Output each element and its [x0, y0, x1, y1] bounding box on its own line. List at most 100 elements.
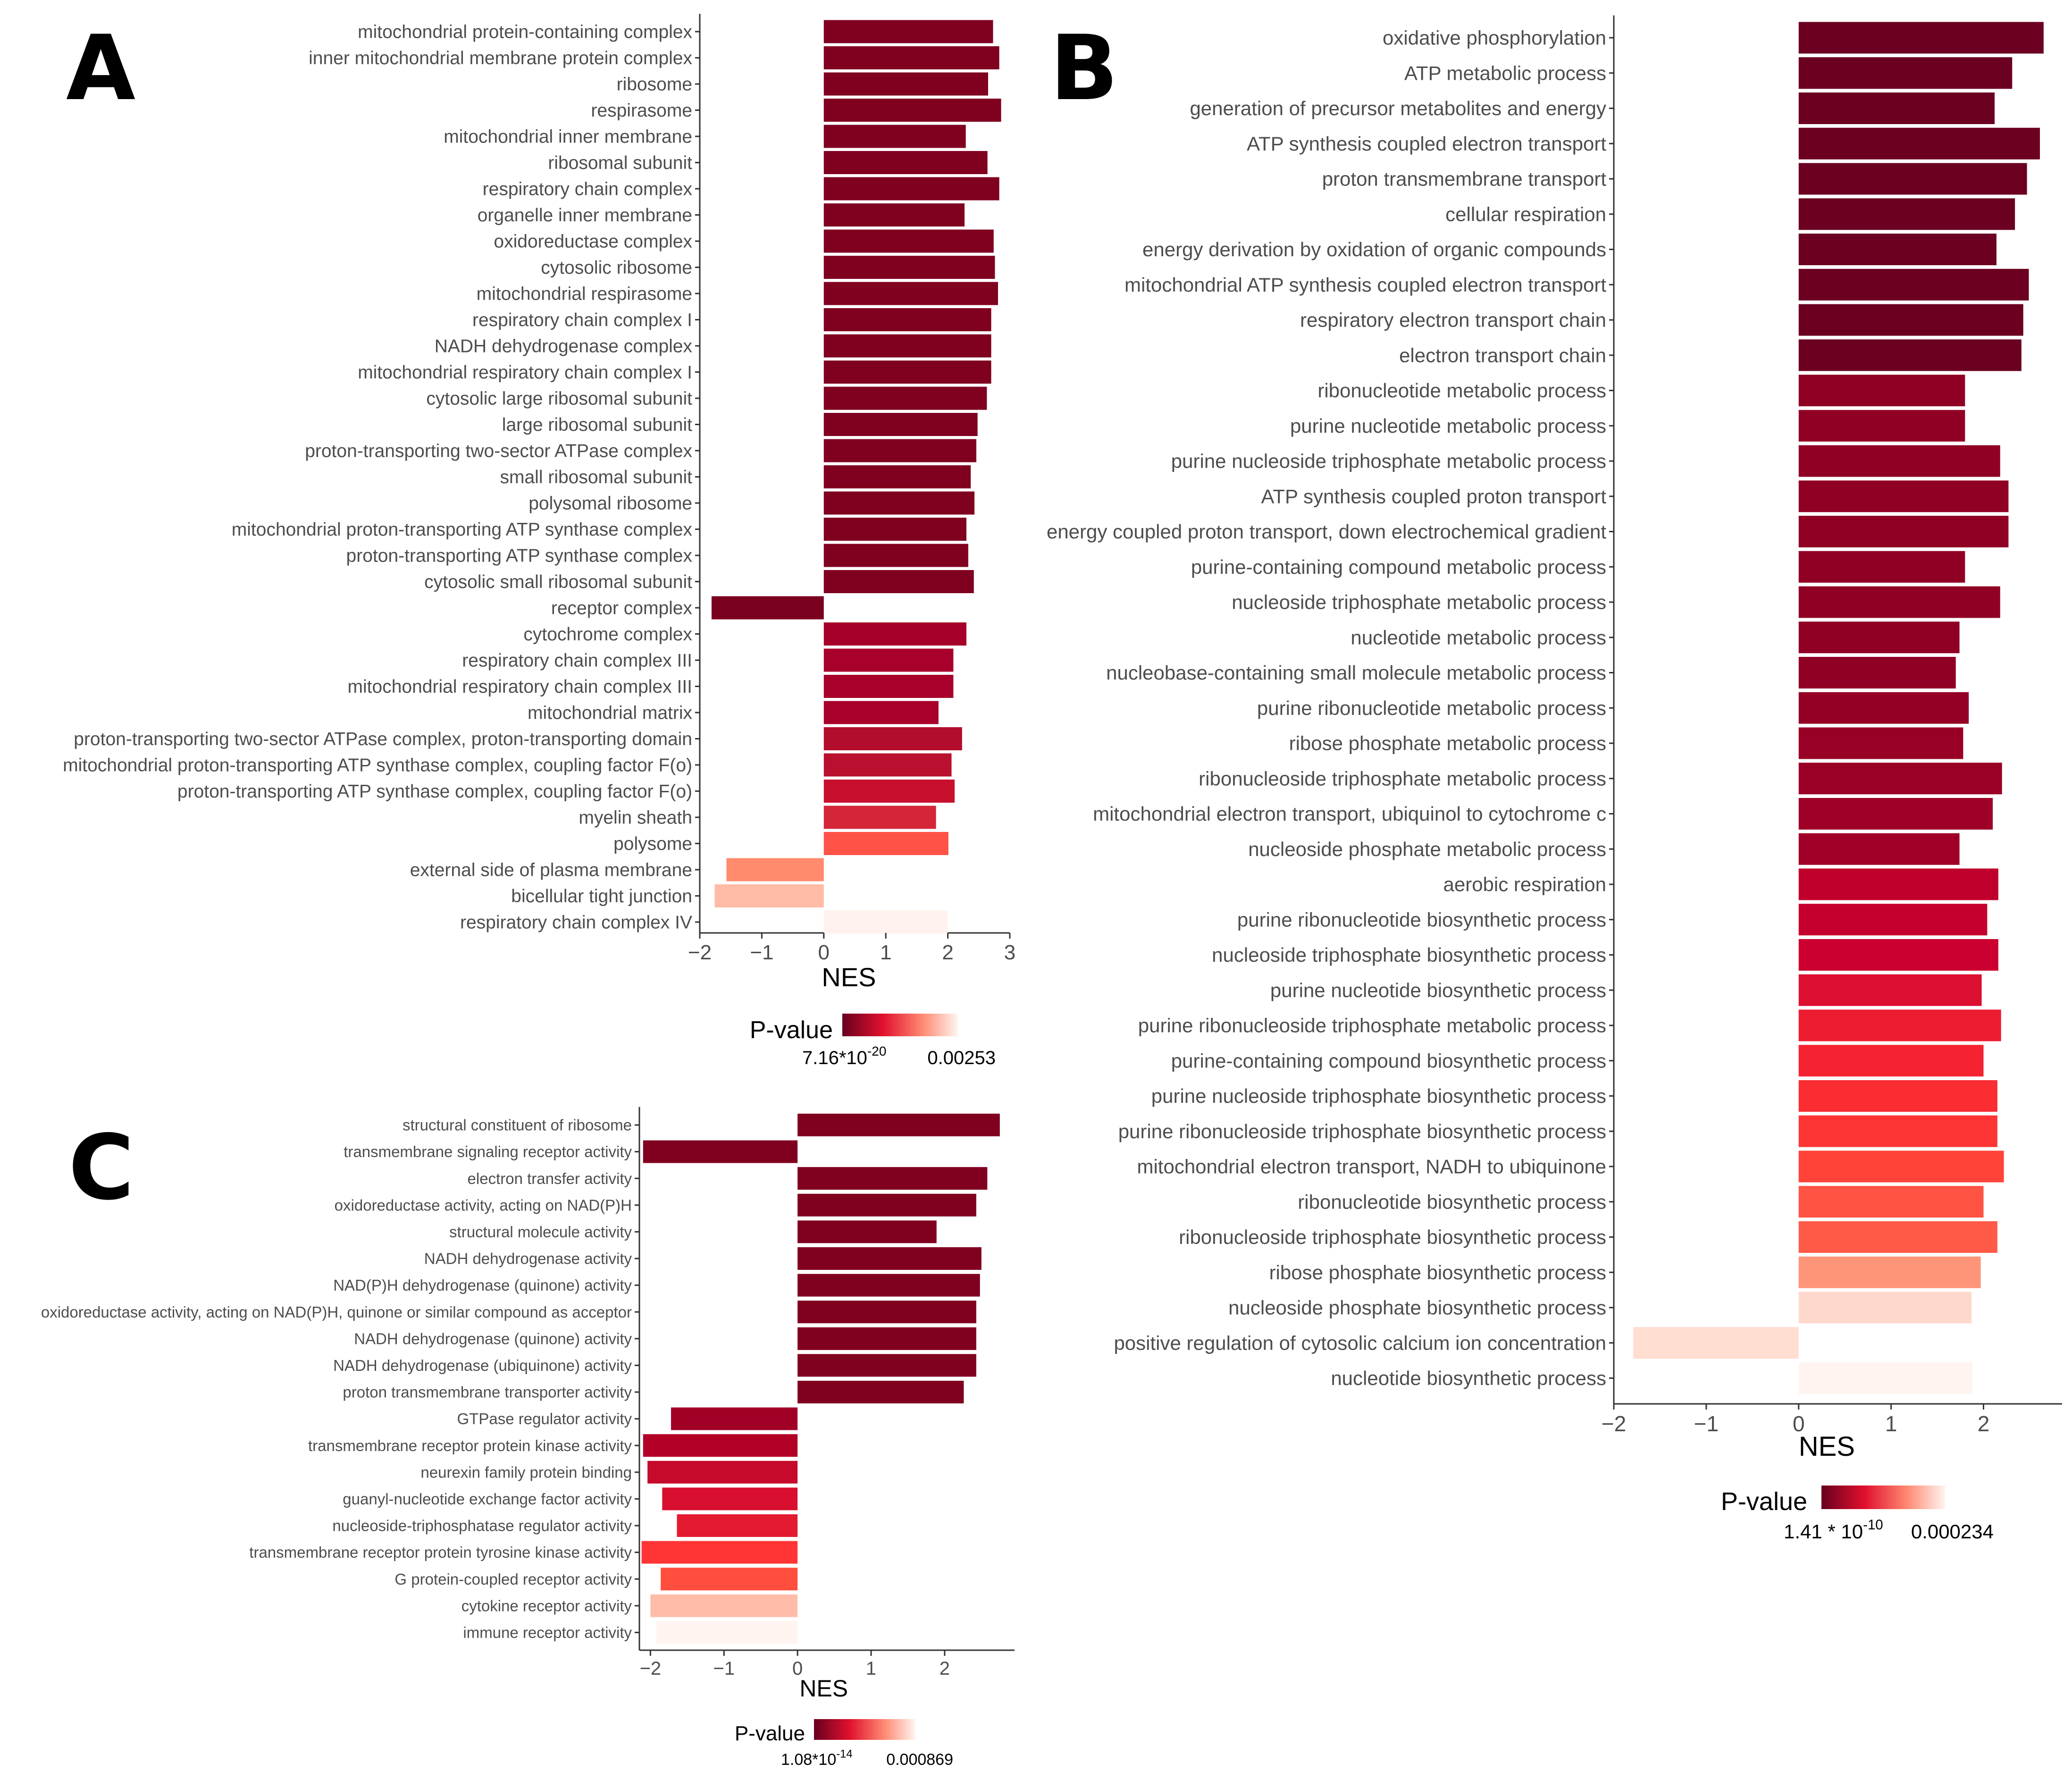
y-tick-label: oxidoreductase activity, acting on NAD(P…	[335, 1196, 632, 1214]
y-tick-label: mitochondrial respiratory chain complex …	[348, 677, 692, 697]
y-tick-label: generation of precursor metabolites and …	[1190, 97, 1606, 119]
legend-colorbar	[842, 1014, 958, 1036]
bar	[1798, 1362, 1972, 1394]
bar	[823, 753, 952, 777]
y-tick-label: purine ribonucleoside triphosphate metab…	[1138, 1015, 1606, 1037]
y-tick-label: nucleoside triphosphate biosynthetic pro…	[1212, 944, 1606, 966]
bar	[797, 1220, 937, 1243]
y-tick-label: ATP synthesis coupled proton transport	[1261, 485, 1606, 507]
y-tick-label: energy coupled proton transport, down el…	[1047, 520, 1606, 543]
bar	[1798, 57, 2013, 89]
x-tick-label: −2	[688, 941, 712, 964]
y-tick-label: structural molecule activity	[449, 1223, 632, 1241]
y-tick-label: respirasome	[591, 101, 692, 121]
y-tick-label: purine ribonucleotide metabolic process	[1257, 697, 1606, 719]
bar	[671, 1407, 798, 1430]
y-tick-label: purine nucleoside triphosphate biosynthe…	[1151, 1085, 1606, 1107]
chart-a: mitochondrial protein-containing complex…	[63, 14, 1015, 1068]
y-tick-label: purine ribonucleoside triphosphate biosy…	[1118, 1120, 1606, 1142]
legend-min-exponent: -10	[1863, 1517, 1883, 1533]
bar	[1798, 868, 1998, 900]
bar	[641, 1541, 798, 1564]
y-tick-label: purine-containing compound metabolic pro…	[1191, 556, 1606, 578]
bar	[1798, 692, 1969, 724]
bar	[1798, 974, 1982, 1006]
bar	[1798, 22, 2044, 54]
x-axis-title: NES	[1799, 1431, 1855, 1462]
y-tick-label: cytosolic large ribosomal subunit	[426, 389, 692, 409]
bar	[1798, 304, 2023, 336]
y-tick-label: mitochondrial protein-containing complex	[358, 22, 692, 42]
y-tick-label: proton transmembrane transport	[1322, 168, 1607, 190]
bar	[823, 386, 987, 410]
y-tick-label: purine ribonucleotide biosynthetic proce…	[1237, 908, 1606, 931]
bar	[823, 282, 998, 305]
bar	[797, 1327, 976, 1350]
y-tick-label: small ribosomal subunit	[500, 467, 692, 487]
y-tick-label: proton-transporting ATP synthase complex…	[177, 781, 692, 802]
bar	[1798, 939, 1998, 971]
panel-label-b: B	[1050, 16, 1118, 120]
bar	[662, 1487, 798, 1511]
y-tick-label: respiratory chain complex	[483, 179, 693, 200]
y-tick-label: ribosomal subunit	[548, 153, 692, 173]
bar	[1798, 480, 2009, 512]
bar	[1798, 1080, 1997, 1112]
x-tick-label: 2	[940, 1658, 950, 1679]
panel-label-a: A	[66, 16, 135, 120]
bar	[823, 622, 967, 646]
bar	[661, 1568, 798, 1591]
bar	[797, 1301, 976, 1324]
y-tick-label: nucleoside-triphosphatase regulator acti…	[332, 1517, 632, 1535]
legend-max-label: 0.000869	[886, 1751, 953, 1769]
bar	[643, 1434, 798, 1457]
bar	[823, 491, 975, 515]
y-tick-label: ribose phosphate biosynthetic process	[1269, 1261, 1606, 1284]
y-tick-label: NADH dehydrogenase (quinone) activity	[354, 1330, 632, 1347]
y-tick-label: mitochondrial electron transport, NADH t…	[1137, 1156, 1606, 1178]
y-tick-label: aerobic respiration	[1443, 873, 1606, 896]
y-tick-label: respiratory chain complex III	[462, 651, 692, 671]
bar	[823, 727, 962, 750]
legend-title: P-value	[750, 1016, 833, 1044]
x-tick-label: −2	[1602, 1411, 1626, 1436]
y-tick-label: oxidative phosphorylation	[1383, 27, 1606, 49]
y-tick-label: nucleotide metabolic process	[1351, 626, 1606, 648]
bar	[1798, 516, 2009, 547]
bar	[823, 177, 999, 201]
bar	[823, 256, 995, 279]
bar	[823, 439, 977, 462]
y-tick-label: immune receptor activity	[463, 1624, 632, 1641]
bar	[1798, 127, 2040, 159]
legend-min-label: 7.16*10-20	[802, 1044, 886, 1068]
bar	[1798, 1115, 1997, 1147]
bar	[823, 203, 965, 227]
bar	[711, 596, 824, 620]
bar	[1798, 551, 1965, 583]
x-tick-label: 1	[880, 941, 891, 964]
y-tick-label: respiratory chain complex I	[472, 310, 692, 330]
y-tick-label: oxidoreductase complex	[494, 232, 692, 252]
bar	[1798, 1045, 1984, 1077]
y-tick-label: neurexin family protein binding	[420, 1463, 632, 1481]
y-tick-label: transmembrane signaling receptor activit…	[344, 1143, 632, 1160]
y-tick-label: ATP synthesis coupled electron transport	[1247, 133, 1606, 155]
y-tick-label: cytosolic small ribosomal subunit	[424, 572, 692, 592]
bar	[714, 884, 824, 907]
bar	[1798, 1292, 1972, 1324]
y-tick-label: ribonucleoside triphosphate biosynthetic…	[1179, 1226, 1606, 1248]
bar	[1798, 269, 2029, 301]
bar	[1798, 657, 1956, 688]
bar	[1798, 445, 2000, 477]
x-tick-label: 1	[1885, 1411, 1897, 1436]
bar	[1798, 763, 2002, 795]
y-tick-label: purine nucleotide biosynthetic process	[1270, 979, 1606, 1001]
y-tick-label: proton transmembrane transporter activit…	[343, 1384, 632, 1401]
y-tick-label: nucleoside triphosphate metabolic proces…	[1232, 591, 1606, 613]
y-tick-label: nucleobase-containing small molecule met…	[1106, 662, 1606, 684]
x-tick-label: 0	[818, 941, 830, 964]
x-tick-label: 0	[792, 1658, 803, 1679]
x-tick-label: −2	[640, 1658, 662, 1679]
bar	[823, 125, 966, 148]
